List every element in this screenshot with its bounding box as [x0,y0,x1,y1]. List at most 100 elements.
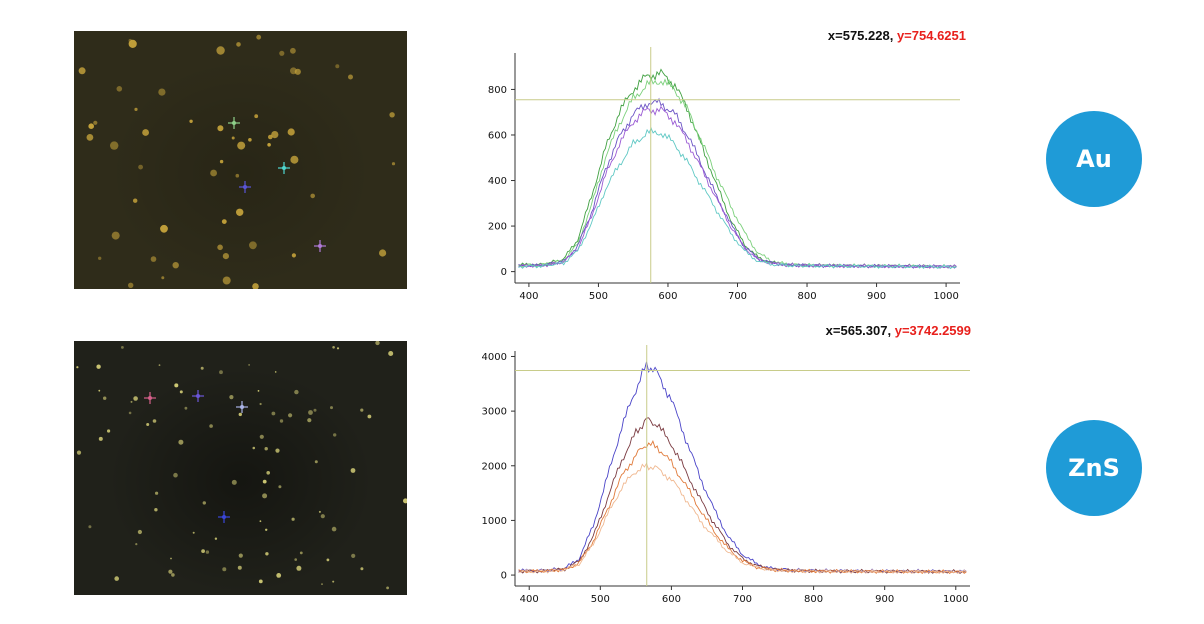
particle [367,414,372,419]
particle [238,553,243,558]
zns-spot-marker[interactable] [218,511,230,523]
au-spot-marker[interactable] [228,117,240,129]
particle [336,347,340,350]
particle [189,119,193,124]
particle [388,351,394,356]
au-micrograph-image [74,31,407,289]
zns-spot-marker[interactable] [192,390,204,402]
particle [271,131,279,139]
particle [103,396,107,400]
particle [152,419,157,423]
particle [146,423,150,426]
au-y-tick-label: 400 [488,176,507,187]
zns-spot-marker[interactable] [236,401,248,413]
particle [294,389,299,395]
particle [318,510,321,513]
particle [98,389,101,392]
particle [121,346,124,349]
particle [320,514,325,519]
zns-spot-marker[interactable] [144,392,156,404]
particle [88,123,94,129]
particle [222,567,227,572]
particle [307,418,312,423]
au-x-tick-label: 600 [658,291,677,302]
particle [221,219,227,225]
particle [154,508,158,512]
particle [279,50,285,56]
particle [93,120,98,125]
particle [360,408,364,412]
particle [403,498,407,504]
particle [158,88,166,96]
particle [262,493,268,499]
au-x-tick-label: 800 [797,291,816,302]
particle [205,550,210,554]
particle [110,141,119,150]
particle [348,74,353,80]
au-spot-marker[interactable] [278,162,290,174]
particle [155,491,159,495]
particle [86,134,94,141]
particle [257,390,260,392]
particle [128,38,132,43]
particle [150,256,157,262]
particle [266,471,270,475]
particle [170,557,172,560]
particle [173,472,178,478]
particle [216,46,225,55]
particle [299,551,303,555]
particle [78,67,86,75]
au-spectrum-svg: 0 200 400 600 800 400 500 600 700 800 900 1000 [488,47,960,302]
particle [133,198,138,203]
au-spectrum-series-1 [518,76,957,269]
particle [351,553,356,558]
zns-spectrum-svg: 0 1000 2000 3000 4000 400 500 600 700 800 900 1000 [482,345,970,605]
particle [258,579,263,584]
particle [331,526,337,532]
particle [235,173,240,178]
zns-spectrum-plot[interactable]: 0 1000 2000 3000 4000 400 500 600 700 800 900 1000 [470,345,975,610]
particle [200,366,204,370]
particle [135,543,138,546]
particle [308,410,313,415]
zns-y-tick-label: 3000 [482,407,507,418]
particle [271,411,276,416]
particle [265,528,268,531]
particle [332,580,335,583]
particle [262,479,267,484]
particle [222,276,231,285]
particle [238,412,242,417]
particle [237,141,246,150]
particle [259,434,264,439]
particle [294,558,297,561]
particle [184,406,188,410]
particle [178,439,184,445]
zns-x-tick-label: 500 [591,594,610,605]
particle [375,341,380,346]
au-y-tick-label: 600 [488,130,507,141]
particle [290,155,299,164]
au-spot-marker[interactable] [239,181,251,193]
particle [107,429,111,433]
au-spot-marker[interactable] [314,240,326,252]
au-axes: 0 200 400 600 800 400 500 600 700 800 900 1000 [488,53,960,302]
particle [254,114,259,119]
particle [96,364,101,369]
particle [128,411,132,415]
au-x-tick-label: 900 [867,291,886,302]
au-spectrum-plot[interactable]: 0 200 400 600 800 400 500 600 700 800 900 1000 [470,47,965,308]
au-x-tick-label: 400 [519,291,538,302]
particle [313,408,317,412]
particle [98,256,102,260]
particle [217,125,224,132]
zns-spectrum-series-2 [518,440,967,575]
zns-readout-y: y=3742.2599 [894,323,971,338]
particle [259,402,262,406]
au-x-tick-label: 1000 [933,291,958,302]
particle [161,276,165,280]
zns-axes: 0 1000 2000 3000 4000 400 500 600 700 800 900 1000 [482,351,970,605]
particle [174,383,179,388]
particle [179,390,183,394]
particle [389,112,395,118]
particle [168,569,173,574]
